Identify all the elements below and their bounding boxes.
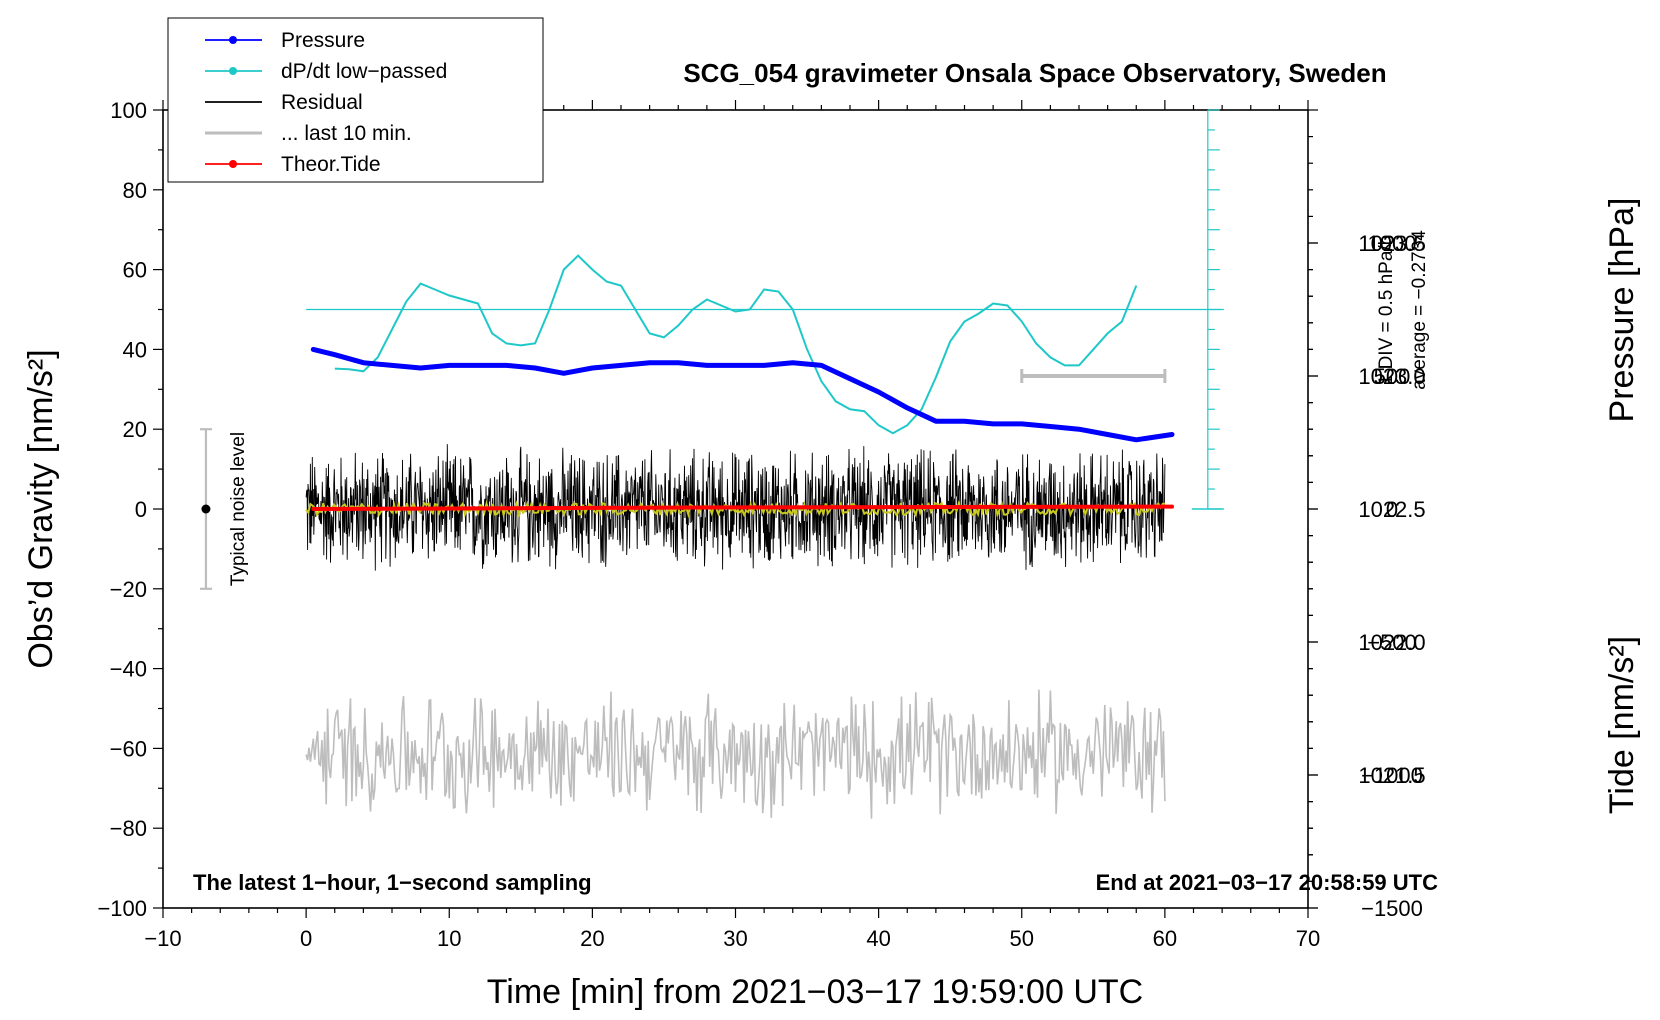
x-tick-label: 0 (300, 926, 312, 951)
y-tick-label: 100 (110, 98, 147, 123)
pressure-tick-label: 1023.0 (1358, 364, 1425, 389)
y-tick-label: 20 (123, 417, 147, 442)
pressure-tick-label: 1022.5 (1358, 497, 1425, 522)
y-tick-label: 60 (123, 258, 147, 283)
series-layer (199, 109, 1224, 819)
x-tick-label: 60 (1153, 926, 1177, 951)
y-tick-label: 80 (123, 178, 147, 203)
legend-label: Pressure (281, 29, 365, 52)
y-tick-label: −100 (97, 896, 147, 921)
y-axis-title: Obs’d Gravity [nm/s²] (22, 349, 60, 668)
x-tick-label: 20 (580, 926, 604, 951)
tide-tick-label: 0 (1386, 497, 1398, 522)
pressure-tick-labels: 1021.5 1022.0 1022.5 1023.0 1023.5 (1358, 231, 1425, 788)
x-tick-label: 50 (1010, 926, 1034, 951)
chart-title: SCG_054 gravimeter Onsala Space Observat… (683, 58, 1386, 88)
y-tick-label: −20 (110, 577, 147, 602)
y-tick-label: 0 (135, 497, 147, 522)
y-tick-label: −80 (110, 816, 147, 841)
pressure-tick-label: 1023.5 (1358, 231, 1425, 256)
tide-tick-label: 500 (1374, 364, 1411, 389)
pressure-tick-label: 1021.5 (1358, 763, 1425, 788)
pressure-tick-label: 1022.0 (1358, 630, 1425, 655)
last10-line (305, 689, 1166, 819)
y-tick-labels: −100 −80 −60 −40 −20 0 20 40 60 80 100 (97, 98, 147, 921)
dpdt-line (334, 254, 1138, 435)
tide-tick-labels: −1500 −1000 −500 0 500 1000 (1361, 231, 1423, 921)
legend-label: Residual (281, 91, 363, 114)
tide-axis-title: Tide [nm/s²] (1603, 636, 1641, 814)
sampling-note: The latest 1−hour, 1−second sampling (193, 870, 592, 895)
x-tick-label: 40 (866, 926, 890, 951)
tide-line (311, 504, 1174, 511)
legend: Pressure dP/dt low−passed Residual ... last… (167, 17, 544, 183)
legend-label: ... last 10 min. (281, 122, 412, 145)
legend-marker (229, 36, 237, 44)
end-time-note: End at 2021−03−17 20:58:59 UTC (1096, 870, 1439, 895)
noise-bar-center (201, 504, 211, 514)
x-tick-label: 70 (1296, 926, 1320, 951)
tide-tick-label: −500 (1367, 630, 1417, 655)
x-tick-label: −10 (144, 926, 181, 951)
x-tick-label: 30 (723, 926, 747, 951)
legend-box (167, 17, 544, 183)
noise-level-label: Typical noise level (228, 432, 249, 586)
legend-label: Theor.Tide (281, 153, 381, 176)
x-tick-label: 10 (437, 926, 461, 951)
legend-marker (229, 67, 237, 75)
div-scale-label: 1 DIV = 0.5 hPa/h (1376, 235, 1397, 386)
legend-marker (229, 160, 237, 168)
y-tick-label: −60 (110, 736, 147, 761)
average-label: average = −0.2734 (1409, 230, 1430, 390)
x-tick-labels: −10 0 10 20 30 40 50 60 70 (144, 926, 1320, 951)
y-tick-label: −40 (110, 657, 147, 682)
pressure-line (310, 346, 1175, 443)
y-tick-label: 40 (123, 337, 147, 362)
tide-tick-label: 1000 (1368, 231, 1417, 256)
pressure-axis-title: Pressure [hPa] (1603, 198, 1641, 423)
tide-tick-label: −1000 (1361, 763, 1423, 788)
tide-tick-label: −1500 (1361, 896, 1423, 921)
x-axis-title: Time [min] from 2021−03−17 19:59:00 UTC (487, 973, 1143, 1011)
legend-label: dP/dt low−passed (281, 60, 447, 83)
